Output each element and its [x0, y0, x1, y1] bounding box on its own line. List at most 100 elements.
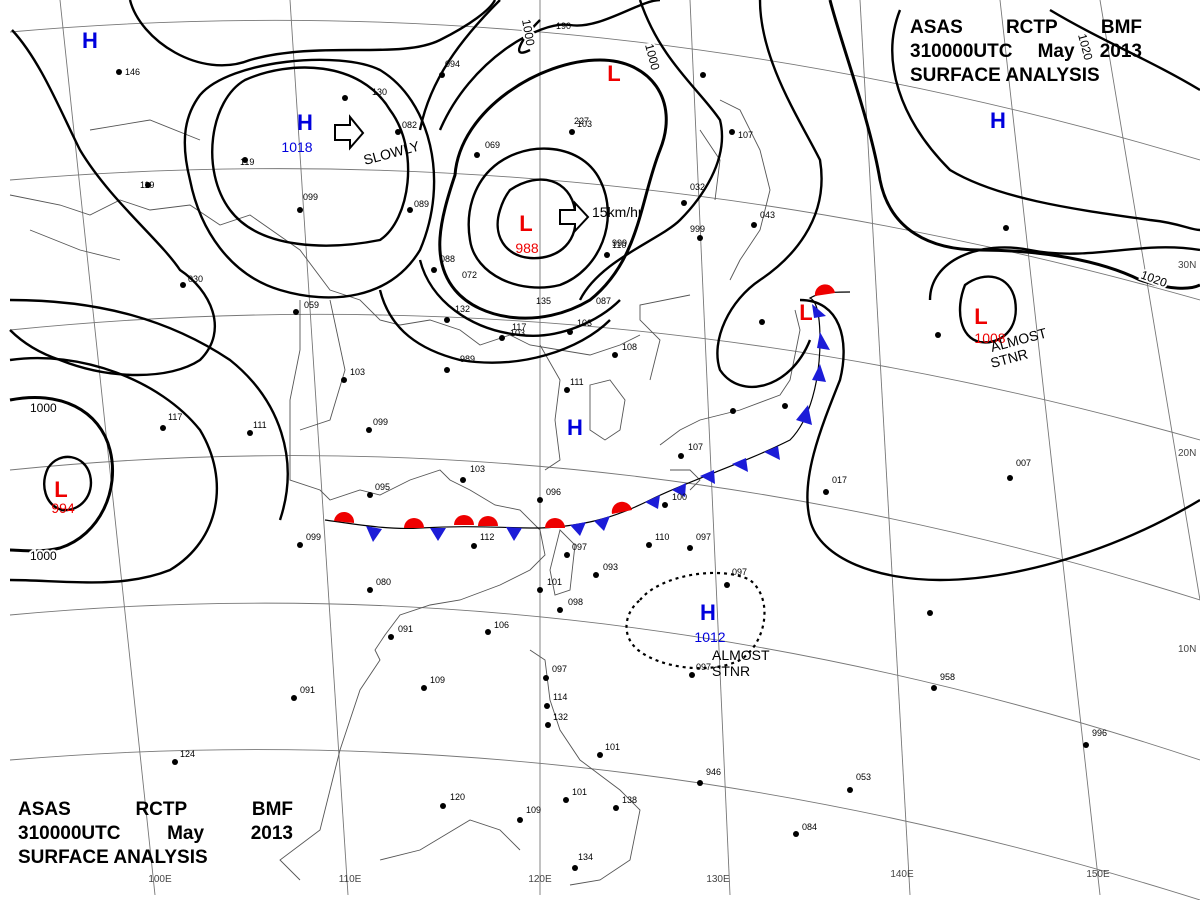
longitude-label: 110E — [339, 874, 362, 885]
longitude-label: 150E — [1086, 869, 1110, 880]
header-line-3: SURFACE ANALYSIS — [18, 846, 293, 870]
station-pressure-value: 111 — [253, 420, 267, 430]
header-line-1: ASAS RCTP BMF — [18, 798, 293, 822]
station-pressure-value: 017 — [832, 475, 847, 485]
station-pressure-value: 227 — [574, 116, 589, 126]
station-pressure-value: 120 — [450, 792, 465, 802]
station-pressure-value: 100 — [672, 492, 687, 502]
station-pressure-value: 097 — [552, 664, 567, 674]
motion-annotation: STNR — [712, 663, 750, 679]
motion-annotation: ALMOST — [712, 647, 770, 663]
high-pressure-center: H — [567, 415, 583, 440]
center-pressure-value: 988 — [515, 240, 539, 256]
station-pressure-value: 094 — [445, 59, 460, 69]
header-month: May — [1037, 41, 1075, 62]
station-pressure-value: 093 — [603, 562, 618, 572]
station-pressure-value: 099 — [306, 532, 321, 542]
station-pressure-value: 108 — [622, 342, 637, 352]
station-pressure-value: 103 — [470, 464, 485, 474]
station-pressure-value: 112 — [480, 532, 494, 542]
high-pressure-center: H — [990, 108, 1006, 133]
station-pressure-value: 053 — [856, 772, 871, 782]
high-pressure-center: H — [297, 110, 313, 135]
station-pressure-value: 099 — [373, 417, 388, 427]
station-pressure-value: 082 — [402, 120, 417, 130]
station-pressure-value: 996 — [1092, 728, 1107, 738]
station-pressure-value: 069 — [485, 140, 500, 150]
longitude-label: 100E — [148, 874, 172, 885]
center-pressure-value: 1008 — [974, 330, 1005, 346]
station-pressure-value: 084 — [802, 822, 817, 832]
low-pressure-center: L — [607, 61, 620, 86]
station-pressure-value: 146 — [125, 67, 140, 77]
station-pressure-value: 103 — [350, 367, 365, 377]
station-pressure-value: 119 — [240, 157, 254, 167]
station-pressure-value: 089 — [414, 199, 429, 209]
header-line-3: SURFACE ANALYSIS — [910, 64, 1142, 88]
center-pressure-value: 1018 — [281, 139, 312, 155]
station-pressure-value: 135 — [536, 296, 551, 306]
station-pressure-value: 946 — [706, 767, 721, 777]
isobar-label: 1000 — [30, 401, 57, 415]
station-pressure-value: 080 — [376, 577, 391, 587]
station-pressure-value: 091 — [398, 624, 413, 634]
station-pressure-value: 117 — [512, 322, 526, 332]
station-pressure-value: 111 — [570, 377, 584, 387]
station-pressure-value: 124 — [180, 749, 195, 759]
station-pressure-value: 097 — [696, 532, 711, 542]
coastlines — [9, 99, 801, 886]
header-line-1: ASAS RCTP BMF — [910, 16, 1142, 40]
center-pressure-value: 1012 — [694, 629, 725, 645]
station-pressure-value: 132 — [553, 712, 568, 722]
station-pressure-value: 007 — [1016, 458, 1031, 468]
station-pressure-value: 072 — [462, 270, 477, 280]
low-pressure-center: L — [54, 477, 67, 502]
station-pressure-value: 059 — [304, 300, 319, 310]
station-pressure-value: 097 — [732, 567, 747, 577]
isobar-label: 1000 — [519, 18, 537, 47]
low-pressure-center: L — [974, 304, 987, 329]
motion-arrows — [334, 114, 590, 234]
motion-annotation: 15km/hr — [592, 204, 643, 220]
station-pressure-value: 109 — [430, 675, 445, 685]
header-agency: ASAS — [18, 799, 71, 820]
station-pressure-value: 132 — [455, 304, 470, 314]
header-title: SURFACE ANALYSIS — [18, 847, 208, 868]
header-agency: ASAS — [910, 17, 963, 38]
station-pressure-value: 088 — [440, 254, 455, 264]
station-pressure-value: 103 — [510, 328, 525, 338]
isobar-label: 1000 — [30, 549, 57, 563]
low-pressure-center: L — [799, 300, 812, 325]
station-pressure-value: 101 — [605, 742, 620, 752]
longitude-label: 120E — [528, 874, 552, 885]
station-pressure-value: 134 — [578, 852, 593, 862]
header-bottom: ASAS RCTP BMF 310000UTC May 2013 SURFACE… — [18, 798, 293, 870]
header-line-2: 310000UTC May 2013 — [18, 822, 293, 846]
station-pressure-value: 110 — [655, 532, 669, 542]
station-pressure-value: 130 — [372, 87, 387, 97]
latitude-label: 30N — [1178, 260, 1196, 271]
station-pressure-value: 103 — [577, 119, 592, 129]
station-pressure-value: 096 — [546, 487, 561, 497]
header-time: 310000UTC — [910, 41, 1013, 62]
header-time: 310000UTC — [18, 823, 121, 844]
latitude-label: 10N — [1178, 644, 1196, 655]
header-line-2: 310000UTC May 2013 — [910, 40, 1142, 64]
station-pressure-value: 103 — [577, 318, 592, 328]
header-station: RCTP — [135, 799, 188, 820]
motion-arrow-low — [559, 200, 590, 234]
motion-arrow-high — [334, 114, 365, 151]
station-pressure-value: 097 — [696, 662, 711, 672]
station-pressure-value: 999 — [690, 224, 705, 234]
station-pressure-value: 032 — [690, 182, 705, 192]
header-code: BMF — [1100, 17, 1142, 38]
low-pressure-center: L — [519, 211, 532, 236]
header-code: BMF — [251, 799, 293, 820]
header-month: May — [167, 823, 205, 844]
longitude-label: 140E — [890, 869, 914, 880]
station-pressure-value: 110 — [612, 240, 626, 250]
high-pressure-center: H — [82, 28, 98, 53]
station-pressure-value: 958 — [940, 672, 955, 682]
station-pressure-value: 091 — [300, 685, 315, 695]
